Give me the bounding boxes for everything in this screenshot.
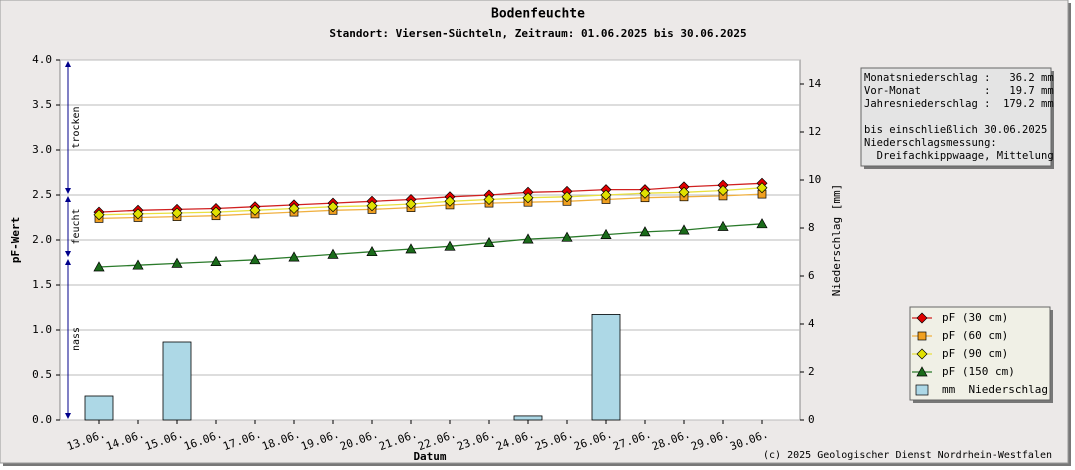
bar xyxy=(162,341,192,421)
point xyxy=(522,192,534,204)
y-tick-label: 3.0 xyxy=(32,143,52,156)
point xyxy=(756,218,768,229)
bar xyxy=(591,313,621,421)
line xyxy=(98,187,763,216)
point xyxy=(561,231,573,242)
legend-swatch xyxy=(915,384,929,396)
y-tick-label: 4.0 xyxy=(32,53,52,66)
legend-label: pF (150 cm) xyxy=(942,365,1015,378)
point xyxy=(717,220,729,231)
bar xyxy=(513,415,543,421)
legend-label: pF (90 cm) xyxy=(942,347,1008,360)
point xyxy=(210,255,222,266)
info-line: Vor-Monat : 19.7 mm xyxy=(864,85,1054,97)
point xyxy=(327,201,339,213)
point xyxy=(600,189,612,201)
y-tick-label: 2.0 xyxy=(32,233,52,246)
y2-tick-label: 14 xyxy=(808,77,822,90)
point xyxy=(132,259,144,270)
point xyxy=(678,186,690,198)
point xyxy=(327,248,339,259)
legend-marker xyxy=(916,312,928,324)
point xyxy=(93,261,105,272)
point xyxy=(639,187,651,199)
legend-label: pF (60 cm) xyxy=(942,329,1008,342)
legend-marker xyxy=(916,348,928,360)
bar xyxy=(84,395,114,421)
y-tick-label: 1.0 xyxy=(32,323,52,336)
line xyxy=(98,223,763,268)
y2-tick-label: 2 xyxy=(808,365,815,378)
y-tick-label: 1.5 xyxy=(32,278,52,291)
zone-label: trocken xyxy=(71,106,82,148)
info-line: Niederschlagsmessung: xyxy=(864,137,997,149)
line xyxy=(98,193,763,220)
point xyxy=(405,198,417,210)
chart-subtitle: Standort: Viersen-Süchteln, Zeitraum: 01… xyxy=(329,27,746,40)
point xyxy=(249,254,261,265)
point xyxy=(171,257,183,268)
point xyxy=(366,200,378,212)
info-line: Dreifachkippwaage, Mittelung xyxy=(864,150,1054,162)
x-axis-label: Datum xyxy=(413,450,446,463)
point xyxy=(678,224,690,235)
point xyxy=(366,245,378,257)
chart-title: Bodenfeuchte xyxy=(491,7,585,22)
point xyxy=(171,207,183,219)
legend-marker xyxy=(917,331,927,341)
info-line: Jahresniederschlag : 179.2 mm xyxy=(864,98,1054,110)
point xyxy=(249,204,261,216)
point xyxy=(93,209,105,221)
y2-tick-label: 4 xyxy=(808,317,815,330)
point xyxy=(483,194,495,205)
y2-tick-label: 12 xyxy=(808,125,821,138)
point xyxy=(639,226,651,237)
y-tick-label: 3.5 xyxy=(32,98,52,111)
info-line: bis einschließlich 30.06.2025 xyxy=(864,124,1047,136)
y2-tick-label: 8 xyxy=(808,221,815,234)
point xyxy=(756,182,768,194)
point xyxy=(444,240,456,251)
line xyxy=(98,182,763,213)
info-line: Monatsniederschlag : 36.2 mm xyxy=(864,72,1054,84)
copyright: (c) 2025 Geologischer Dienst Nordrhein-W… xyxy=(763,450,1052,461)
point xyxy=(288,203,300,214)
y-tick-label: 2.5 xyxy=(32,188,52,201)
point xyxy=(405,243,417,254)
point xyxy=(288,251,300,262)
y-tick-label: 0.5 xyxy=(32,368,52,381)
y-tick-label: 0.0 xyxy=(32,413,52,426)
zone-label: nass xyxy=(71,327,82,351)
y-axis-label: pF-Wert xyxy=(9,217,22,263)
point xyxy=(210,206,222,218)
point xyxy=(561,191,573,203)
legend-label: mm Niederschlag xyxy=(942,383,1048,396)
y2-axis-label: Niederschlag [mm] xyxy=(830,184,843,297)
point xyxy=(522,233,534,244)
point xyxy=(132,208,144,220)
y2-tick-label: 6 xyxy=(808,269,815,282)
point xyxy=(600,228,612,239)
point xyxy=(717,185,729,196)
y2-tick-label: 0 xyxy=(808,413,815,426)
legend-label: pF (30 cm) xyxy=(942,311,1008,324)
point xyxy=(444,195,456,207)
info-box xyxy=(860,67,1052,167)
y2-tick-label: 10 xyxy=(808,173,821,186)
zone-label: feucht xyxy=(71,208,82,244)
legend-marker xyxy=(916,366,928,377)
legend xyxy=(909,306,1051,401)
point xyxy=(483,236,495,248)
